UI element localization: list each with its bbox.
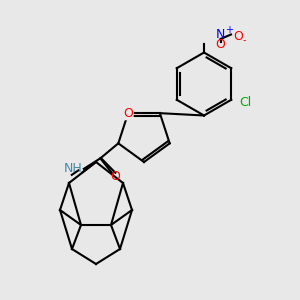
Text: O: O	[216, 38, 225, 52]
Text: NH: NH	[64, 162, 82, 175]
Text: Cl: Cl	[239, 96, 251, 109]
Text: N: N	[216, 28, 225, 41]
Text: O: O	[234, 29, 243, 43]
Text: O: O	[110, 170, 120, 183]
Text: -: -	[243, 35, 246, 46]
Text: O: O	[123, 107, 133, 120]
Text: +: +	[226, 25, 233, 35]
